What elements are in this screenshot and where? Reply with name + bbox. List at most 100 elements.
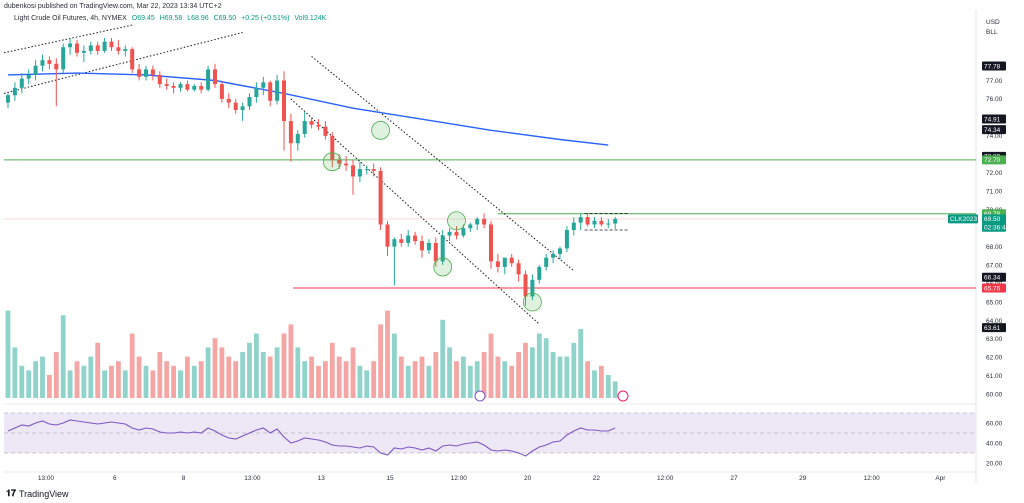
volume-bar <box>295 347 301 398</box>
candle-body <box>137 69 142 77</box>
candle-body <box>144 69 148 77</box>
candle-body <box>344 163 349 166</box>
price-axis-label: 63.61 <box>982 323 1006 333</box>
volume-bar <box>433 352 439 398</box>
moving-average-line <box>7 72 609 146</box>
volume-bar <box>136 356 142 398</box>
price-axis-label-text: 65.76 <box>984 285 1001 292</box>
volume-bar <box>364 370 370 398</box>
volume-bar <box>571 342 577 398</box>
volume-bar <box>467 365 473 398</box>
volume-bar <box>550 352 556 398</box>
candle-body <box>233 102 238 110</box>
price-axis-label-bg <box>982 323 1006 333</box>
candle-body <box>426 242 431 251</box>
candle-body <box>537 266 542 280</box>
price-tick-label: 74.00 <box>986 133 1003 140</box>
volume-bar <box>488 333 494 398</box>
price-tick-label: 68.00 <box>986 244 1003 251</box>
price-axis-label-bg <box>982 155 1006 165</box>
price-axis-label-text: 74.91 <box>984 116 1001 123</box>
candle-body <box>495 261 500 267</box>
symbol-title[interactable]: Light Crude Oil Futures, 4h, NYMEX <box>14 15 127 22</box>
volume-bar <box>509 365 515 398</box>
candle-body <box>302 121 307 134</box>
price-tick-label: 63.00 <box>986 336 1003 343</box>
volume-bar <box>557 356 563 398</box>
price-axis-label-bg <box>982 283 1006 293</box>
volume-bar <box>316 365 321 398</box>
time-tick-label: 13:00 <box>244 475 261 482</box>
candle-body <box>599 220 604 225</box>
price-axis-label-text: 74.34 <box>984 127 1001 134</box>
rsi-line <box>7 419 616 457</box>
volume-bar <box>274 347 280 398</box>
time-tick-label: 27 <box>730 475 738 482</box>
currency-label: USD BLL <box>986 18 1000 38</box>
brand-label: TradingView <box>19 488 69 499</box>
volume-bar <box>267 356 273 398</box>
candle-body <box>461 228 466 236</box>
change-value: +0.25 (+0.51%) <box>241 15 290 22</box>
candle-body <box>530 279 535 297</box>
candle-body <box>578 217 583 223</box>
price-tick-label: 64.00 <box>986 318 1003 325</box>
candle-body <box>440 235 445 262</box>
candle-body <box>364 169 369 171</box>
candle-body <box>420 241 424 251</box>
candle-body <box>406 235 411 243</box>
volume-bar <box>530 347 535 398</box>
price-axis-label-text: 63.61 <box>984 325 1001 332</box>
candle-body <box>288 121 293 144</box>
volume-bar <box>240 352 245 398</box>
volume-bar <box>502 361 508 398</box>
volume-bar <box>474 361 480 398</box>
candle-body <box>240 106 245 110</box>
volume-bar <box>219 347 225 398</box>
price-axis-label: 72.70 <box>982 155 1006 165</box>
volume-bar <box>109 365 114 398</box>
candle-body <box>261 82 266 88</box>
candle-body <box>413 235 418 242</box>
candle-body <box>254 87 259 98</box>
volume-bar <box>233 361 239 398</box>
volume-bar <box>95 342 101 398</box>
volume-bar <box>419 356 425 398</box>
dividend-event-icon <box>474 390 486 402</box>
volume-bar <box>426 365 432 398</box>
candle-body <box>213 69 217 85</box>
candle-body <box>433 242 438 262</box>
price-tick-label: 72.00 <box>986 170 1003 177</box>
time-tick-label: 6 <box>113 475 117 482</box>
highlight-circle <box>371 120 391 140</box>
volume-bar <box>371 361 377 398</box>
volume-bar <box>357 365 363 398</box>
volume-bar <box>612 381 618 398</box>
volume-bar <box>171 365 176 398</box>
candle-body <box>399 239 404 243</box>
candle-body <box>33 65 38 75</box>
time-tick-label: 12:00 <box>863 475 880 482</box>
candle-body <box>357 169 362 177</box>
price-axis-label: 74.91 <box>982 114 1006 124</box>
candle-body <box>54 63 59 70</box>
highlight-circle <box>523 292 542 312</box>
candle-body <box>309 121 314 125</box>
candle-body <box>282 80 286 122</box>
tradingview-logo-icon: 𝟏𝟕 <box>6 488 17 498</box>
candle-body <box>592 220 597 225</box>
price-axis-label-text: 69.50 <box>984 216 1001 223</box>
close-value: C69.50 <box>213 15 237 22</box>
symbol-tag: CLK2023 <box>948 214 978 224</box>
candle-body <box>109 41 114 48</box>
volume-bar <box>309 356 314 398</box>
price-tick-label: 67.00 <box>986 262 1003 269</box>
volume-bar <box>12 347 18 398</box>
volume-bar <box>254 333 259 398</box>
candle-body <box>454 231 459 236</box>
candle-body <box>150 69 155 75</box>
volume-bar <box>536 333 542 398</box>
time-tick-label: 8 <box>182 475 186 482</box>
high-value: H69.58 <box>159 15 183 22</box>
